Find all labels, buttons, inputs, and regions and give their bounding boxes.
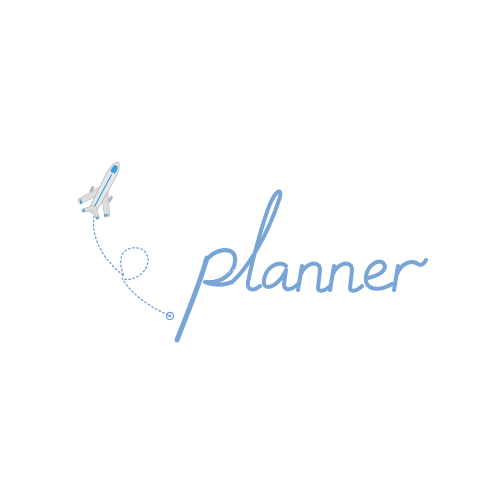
heart-flight-path <box>92 207 171 317</box>
wordmark-planner <box>174 189 428 343</box>
airplane-icon <box>77 161 120 221</box>
location-pin-icon <box>165 311 175 321</box>
